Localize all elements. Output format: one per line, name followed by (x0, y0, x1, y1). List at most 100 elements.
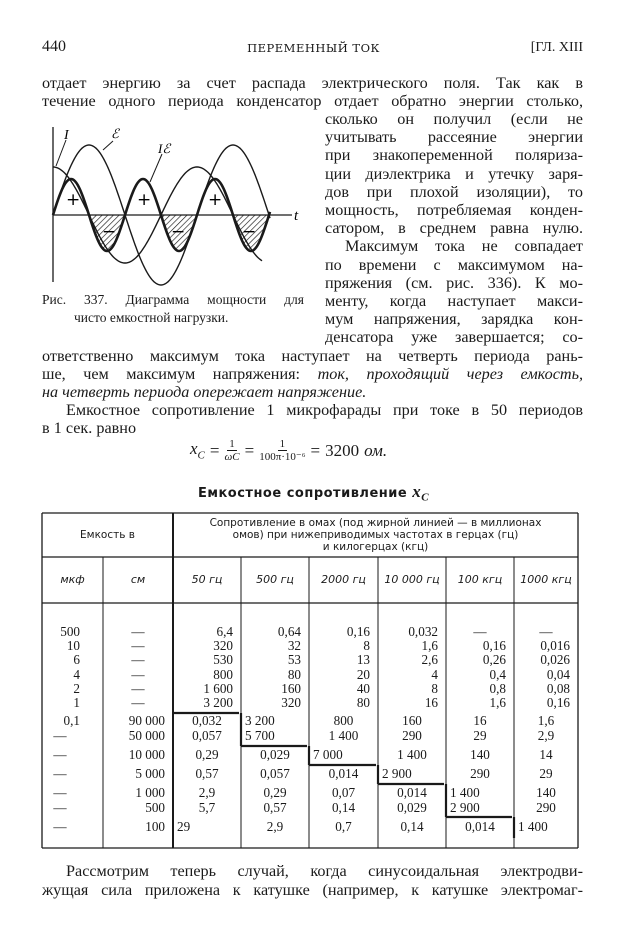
fraction-1: 1 ωC (224, 438, 240, 463)
table-cell: 1,6 (537, 713, 555, 728)
table-cell: 500 (145, 800, 165, 815)
table-cell: 1,6 (489, 695, 506, 710)
table-cell: 40 (356, 681, 370, 696)
table-cell: 290 (470, 766, 490, 781)
table-cell: 0,07 (331, 785, 356, 800)
table-cell: 2 900 (382, 766, 412, 781)
body-line: жущая сила приложена к катушке (например… (42, 881, 583, 899)
table-cell: 50 000 (128, 728, 165, 743)
body-line: Рассмотрим теперь случай, когда синусоид… (66, 862, 583, 880)
hatched-negative-area (233, 215, 269, 251)
table-cell: 0,057 (192, 728, 222, 743)
table-cell: — (131, 695, 145, 710)
negative-power-areas (89, 215, 269, 251)
body-line: при знакопеременной поляриза- (325, 146, 583, 165)
current-label: I (63, 128, 70, 143)
table-cell: 80 (356, 695, 370, 710)
table-cell: 0,014 (397, 785, 427, 800)
column-header: 1000 кгц (520, 573, 572, 586)
table-cell: 4 (73, 667, 80, 682)
table-cell: 0,4 (489, 667, 506, 682)
figure-caption-line2: чисто емкостной нагрузки. (74, 310, 229, 325)
table-cell: 32 (287, 638, 301, 653)
table-cell: 1 600 (203, 681, 233, 696)
minus-sign: − (242, 222, 256, 242)
table-cell: 0,16 (346, 624, 370, 639)
table-cell: 0,16 (546, 695, 570, 710)
table-cell: 530 (213, 652, 233, 667)
table-cell: 0,16 (482, 638, 506, 653)
table-cell: 8 (363, 638, 370, 653)
body-line: денсатора уже завершается; со- (325, 328, 583, 347)
table-cell: — (539, 624, 553, 639)
table-cell: 0,64 (277, 624, 301, 639)
current-leader (55, 139, 67, 167)
table-cell: 0,14 (331, 800, 356, 815)
power-leader (149, 153, 163, 183)
column-header: мкф (60, 573, 85, 586)
capacity-header: Емкость в (80, 529, 135, 541)
table-cell: 29 (177, 819, 191, 834)
table-cell: 1 400 (518, 819, 548, 834)
table-cell: 0,016 (540, 638, 570, 653)
table-cell: 140 (470, 747, 490, 762)
table-cell: 0,7 (335, 819, 352, 834)
table-cell: 29 (473, 728, 487, 743)
power-curve (51, 177, 272, 253)
body-line: течение одного периода конденсатор отдае… (42, 91, 583, 110)
text-plain: ше, чем максимум напряжения: (42, 364, 318, 383)
table-cell: 0,04 (546, 667, 570, 682)
table-cell: 0,08 (546, 681, 570, 696)
table-cell: 2,9 (198, 785, 216, 800)
body-line: ответственно максимум тока наступает на … (42, 346, 583, 365)
figure-caption-line1: Рис. 337. Диаграмма мощности для (42, 292, 304, 307)
table-cell: 8 (431, 681, 438, 696)
column-header: 10 000 гц (384, 573, 440, 586)
plus-sign: + (208, 190, 222, 210)
body-line: дов при плохой изоляции), то (325, 182, 583, 201)
table-cell: 5,7 (198, 800, 216, 815)
table-cell: 90 000 (128, 713, 165, 728)
table-cell: 2 (73, 681, 80, 696)
column-header: 100 кгц (457, 573, 503, 586)
body-line: отдает энергию за счет распада электриче… (42, 73, 583, 92)
equals: = (244, 440, 255, 460)
minus-sign: − (102, 222, 116, 242)
table-cell: 290 (536, 800, 556, 815)
table-cell: 500 (60, 624, 80, 639)
table-cell: 13 (356, 652, 370, 667)
table-cell: 1 400 (397, 747, 427, 762)
table-cell: — (131, 638, 145, 653)
equals: = (209, 440, 220, 460)
table-cell: 1,6 (421, 638, 438, 653)
table-cell: 2,9 (266, 819, 284, 834)
body-line: в 1 сек. равно (42, 419, 137, 438)
table-cell: 16 (473, 713, 487, 728)
text-emphasis: ток, проходящий через емкость, (317, 364, 583, 383)
table-cell: — (131, 624, 145, 639)
table-cell: 800 (333, 713, 354, 728)
table-cell: 290 (402, 728, 422, 743)
body-line: ше, чем максимум напряжения: ток, проход… (42, 365, 583, 384)
table-cell: 5 700 (245, 728, 275, 743)
table-cell: 0,032 (192, 713, 222, 728)
power-diagram-figure: I ℰ Iℰ t + + + − − − (51, 126, 299, 286)
table-cell: 0,14 (400, 819, 424, 834)
table-cell: 16 (424, 695, 438, 710)
table-cell: 320 (281, 695, 301, 710)
chapter-label: [ГЛ. XIII (530, 40, 583, 55)
table-cell: 0,1 (63, 713, 80, 728)
emf-curve (52, 144, 271, 286)
table-cell: 10 000 (128, 747, 165, 762)
table-cell: 0,014 (328, 766, 359, 781)
body-line: Максимум тока не совпадает (345, 237, 583, 256)
body-line: учитывать рассеяние энергии (325, 128, 583, 147)
table-cell: — (53, 800, 67, 815)
hatched-negative-area (89, 215, 125, 251)
table-cell: 320 (213, 638, 233, 653)
table-cell: 140 (536, 785, 556, 800)
table-cell: 2 900 (450, 800, 480, 815)
table-cell: — (53, 747, 67, 762)
table-cell: 2,6 (421, 652, 438, 667)
